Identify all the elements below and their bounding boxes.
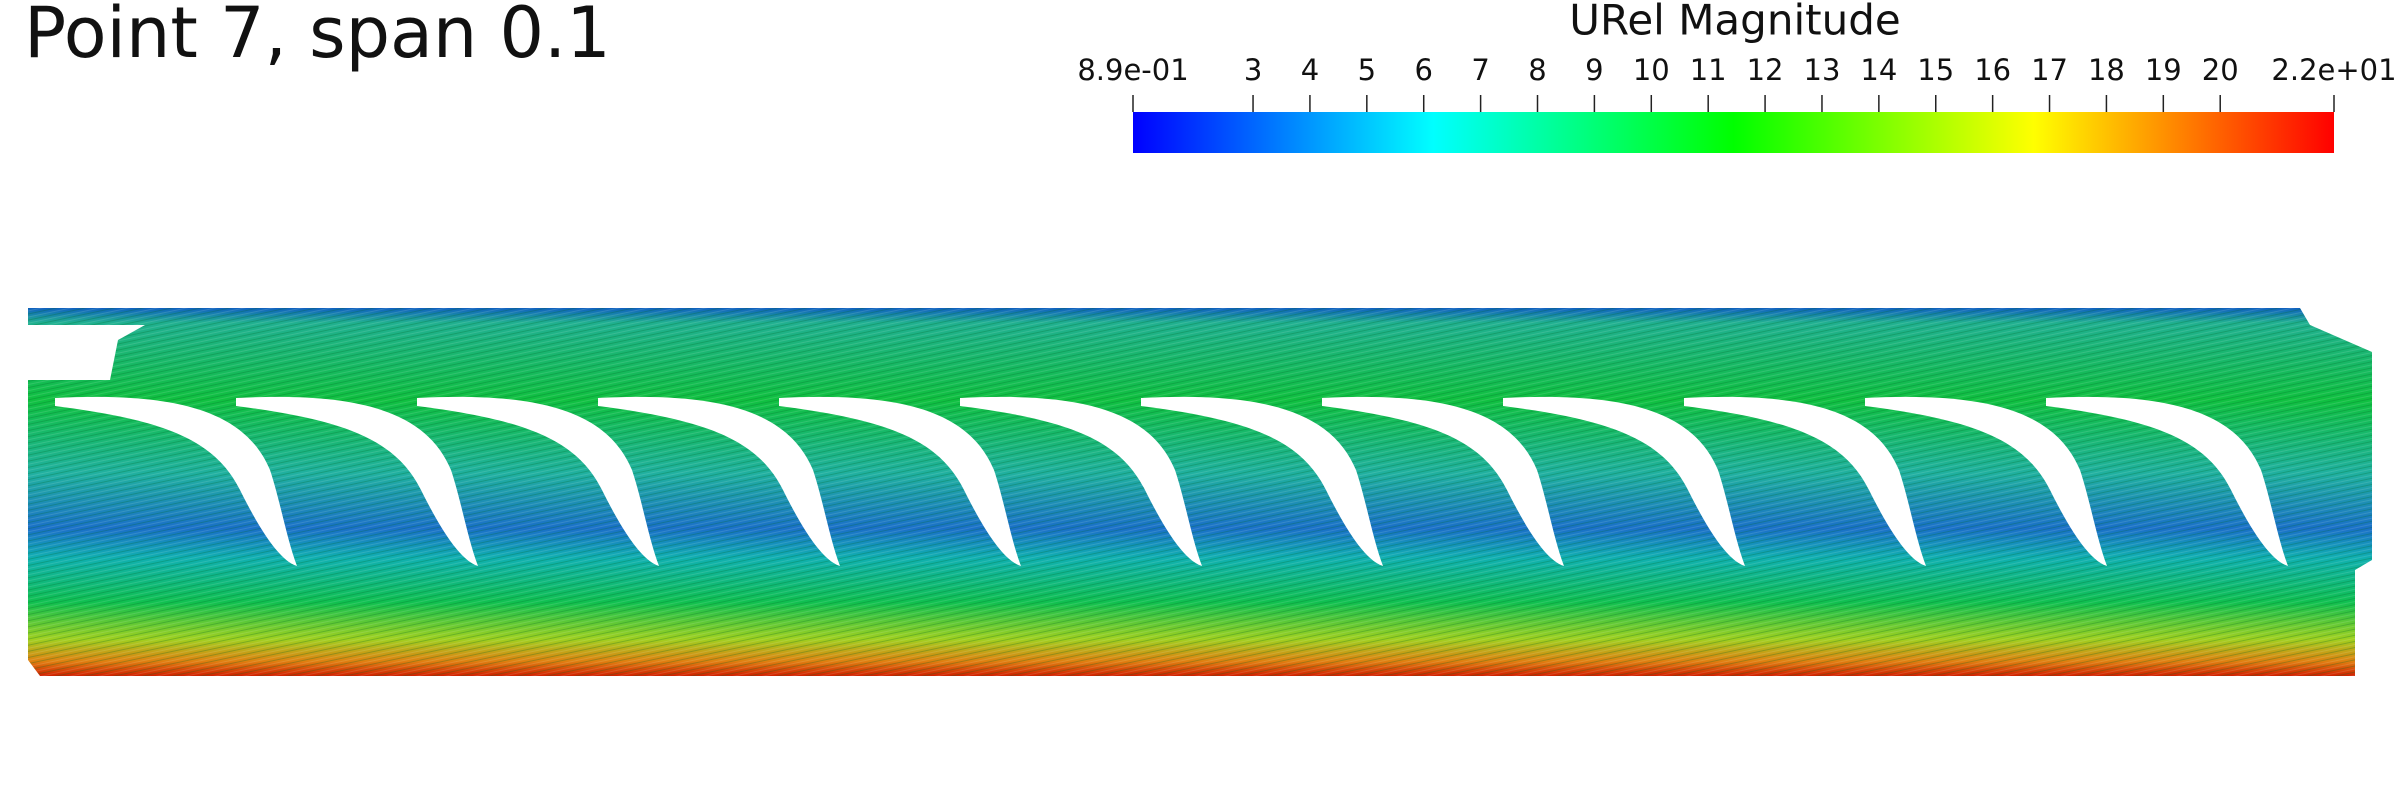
blade xyxy=(55,396,297,566)
colorbar-tick-label: 10 xyxy=(1633,53,1670,87)
blade xyxy=(1865,396,2107,566)
colorbar-tick-label: 8 xyxy=(1528,53,1546,87)
colorbar: URel Magnitude 8.9e-01 3 4 5 6 7 8 9 10 11 12 13 14 1… xyxy=(1077,0,2397,153)
blade xyxy=(236,396,478,566)
colorbar-tick-label: 18 xyxy=(2088,53,2125,87)
flow-field xyxy=(28,308,2372,676)
colorbar-tick-label: 8.9e-01 xyxy=(1077,53,1188,87)
view-title: Point 7, span 0.1 xyxy=(24,0,611,74)
colorbar-tick-label: 5 xyxy=(1358,53,1376,87)
colorbar-tick-label: 3 xyxy=(1244,53,1262,87)
blade xyxy=(1322,396,1564,566)
blade-gaps xyxy=(55,396,2288,566)
colorbar-tick-label: 6 xyxy=(1414,53,1432,87)
colorbar-tick-label: 9 xyxy=(1585,53,1603,87)
colorbar-tick-label: 11 xyxy=(1690,53,1727,87)
streamlines xyxy=(28,308,2372,676)
colorbar-tick-label: 20 xyxy=(2202,53,2239,87)
colorbar-tick-label: 14 xyxy=(1860,53,1897,87)
colorbar-tick-label: 17 xyxy=(2031,53,2068,87)
blade xyxy=(1684,396,1926,566)
colorbar-tick-label: 4 xyxy=(1301,53,1319,87)
blade xyxy=(1503,396,1745,566)
blade xyxy=(960,396,1202,566)
colorbar-tick-label: 19 xyxy=(2145,53,2182,87)
colorbar-tick-label: 16 xyxy=(1974,53,2011,87)
blade xyxy=(2046,396,2288,566)
blade xyxy=(1141,396,1383,566)
colorbar-tick-label: 7 xyxy=(1471,53,1489,87)
colorbar-tick-label: 13 xyxy=(1804,53,1841,87)
colorbar-title: URel Magnitude xyxy=(1569,0,1900,45)
inlet-gap xyxy=(28,325,145,380)
colorbar-tick-label: 2.2e+01 xyxy=(2271,53,2396,87)
blade xyxy=(598,396,840,566)
blade xyxy=(417,396,659,566)
colorbar-gradient xyxy=(1133,112,2334,153)
blade xyxy=(779,396,1021,566)
colorbar-tick-label: 15 xyxy=(1917,53,1954,87)
colorbar-tick-label: 12 xyxy=(1747,53,1784,87)
